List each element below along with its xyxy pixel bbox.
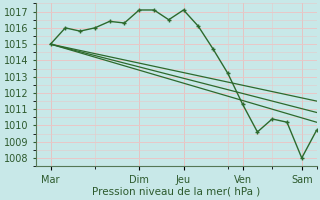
X-axis label: Pression niveau de la mer( hPa ): Pression niveau de la mer( hPa ): [92, 187, 260, 197]
